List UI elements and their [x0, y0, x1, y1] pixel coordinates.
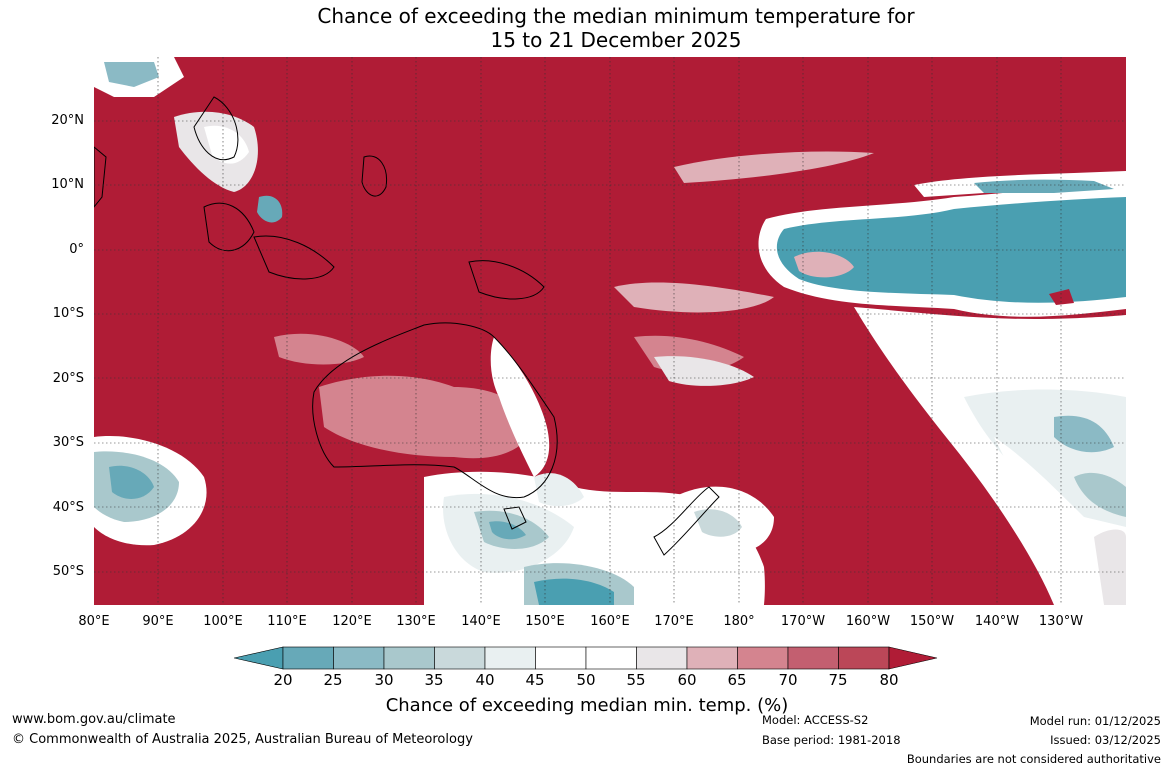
title-line-2: 15 to 21 December 2025 — [490, 28, 742, 52]
colorbar-tick: 25 — [323, 671, 343, 689]
colorbar-segment — [686, 646, 738, 670]
coastlines — [94, 96, 720, 556]
colorbar-tick: 30 — [374, 671, 394, 689]
lat-label-30s: 30°S — [52, 435, 84, 450]
colorbar-tick: 40 — [475, 671, 495, 689]
footer-disclaimer: Boundaries are not considered authoritat… — [906, 752, 1161, 766]
colorbar-tick: 20 — [273, 671, 293, 689]
footer-base-period: Base period: 1981-2018 — [762, 733, 901, 747]
map-canvas — [94, 57, 1126, 605]
lat-label-10n: 10°N — [51, 177, 84, 192]
lon-label-170e: 170°E — [654, 614, 694, 629]
footer-model: Model: ACCESS-S2 — [762, 713, 869, 727]
colorbar — [234, 646, 938, 670]
colorbar-tick: 45 — [525, 671, 545, 689]
colorbar-extend-high — [888, 646, 938, 670]
lon-label-180: 180° — [723, 614, 755, 629]
colorbar-tick: 70 — [778, 671, 798, 689]
region-australia-interior — [319, 375, 534, 459]
lon-label-160w: 160°W — [845, 614, 891, 629]
colorbar-segment — [838, 646, 890, 670]
footer-issued: Issued: 03/12/2025 — [1050, 733, 1161, 747]
colorbar-segment — [737, 646, 789, 670]
lat-label-20n: 20°N — [51, 113, 84, 128]
colorbar-segment — [535, 646, 587, 670]
colorbar-segment — [484, 646, 536, 670]
colorbar-tick: 55 — [626, 671, 646, 689]
footer-website: www.bom.gov.au/climate — [12, 712, 176, 727]
lat-label-20s: 20°S — [52, 371, 84, 386]
lon-label-140e: 140°E — [461, 614, 501, 629]
lon-label-160e: 160°E — [590, 614, 630, 629]
lon-label-150w: 150°W — [909, 614, 955, 629]
lon-label-150e: 150°E — [525, 614, 565, 629]
title-line-1: Chance of exceeding the median minimum t… — [317, 4, 915, 28]
lat-label-0: 0° — [69, 242, 84, 257]
colorbar-tick: 75 — [828, 671, 848, 689]
colorbar-segment — [636, 646, 688, 670]
footer-model-run: Model run: 01/12/2025 — [1029, 714, 1161, 728]
lon-label-140w: 140°W — [974, 614, 1020, 629]
colorbar-tick: 35 — [424, 671, 444, 689]
colorbar-segment — [282, 646, 334, 670]
colorbar-segment — [333, 646, 385, 670]
graticule — [94, 57, 1126, 605]
colorbar-label: Chance of exceeding median min. temp. (%… — [385, 695, 789, 716]
colorbar-tick: 50 — [576, 671, 596, 689]
lon-label-170w: 170°W — [780, 614, 826, 629]
lat-label-50s: 50°S — [52, 564, 84, 579]
lon-label-110e: 110°E — [267, 614, 307, 629]
colorbar-extend-low — [234, 646, 284, 670]
lat-label-10s: 10°S — [52, 306, 84, 321]
colorbar-segment — [585, 646, 637, 670]
colorbar-tick: 65 — [727, 671, 747, 689]
lon-label-130w: 130°W — [1038, 614, 1084, 629]
footer-copyright: © Commonwealth of Australia 2025, Austra… — [12, 732, 473, 747]
colorbar-segment — [434, 646, 486, 670]
lon-label-120e: 120°E — [332, 614, 372, 629]
lon-label-100e: 100°E — [203, 614, 243, 629]
colorbar-segment — [787, 646, 839, 670]
colorbar-segment — [383, 646, 435, 670]
probability-map — [94, 57, 1126, 605]
colorbar-tick: 80 — [879, 671, 899, 689]
colorbar-tick: 60 — [677, 671, 697, 689]
lon-label-90e: 90°E — [142, 614, 174, 629]
lon-label-80e: 80°E — [78, 614, 110, 629]
map-title: Chance of exceeding the median minimum t… — [0, 4, 1173, 52]
lat-label-40s: 40°S — [52, 500, 84, 515]
lon-label-130e: 130°E — [396, 614, 436, 629]
